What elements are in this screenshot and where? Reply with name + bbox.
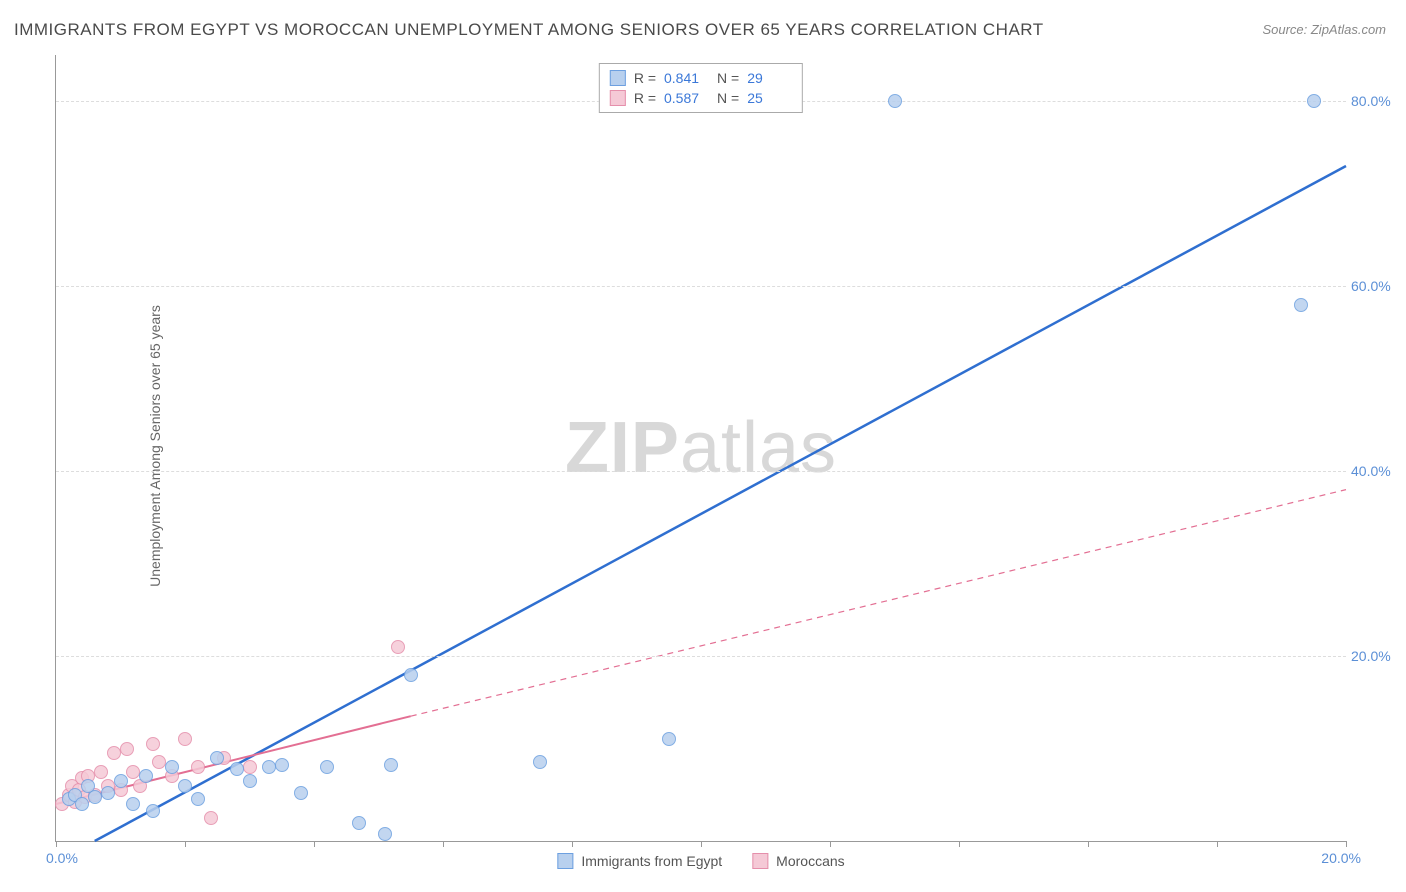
data-point bbox=[165, 760, 179, 774]
data-point bbox=[1307, 94, 1321, 108]
data-point bbox=[1294, 298, 1308, 312]
x-tick bbox=[572, 841, 573, 847]
x-tick bbox=[1088, 841, 1089, 847]
legend-swatch-pink bbox=[610, 90, 626, 106]
x-tick bbox=[56, 841, 57, 847]
data-point bbox=[294, 786, 308, 800]
data-point bbox=[94, 765, 108, 779]
data-point bbox=[378, 827, 392, 841]
x-tick bbox=[1217, 841, 1218, 847]
gridline bbox=[56, 656, 1346, 657]
data-point bbox=[75, 797, 89, 811]
y-tick-label: 80.0% bbox=[1351, 93, 1401, 109]
x-tick bbox=[1346, 841, 1347, 847]
trend-line bbox=[411, 490, 1346, 717]
data-point bbox=[139, 769, 153, 783]
data-point bbox=[152, 755, 166, 769]
r-value-1: 0.841 bbox=[664, 70, 709, 86]
gridline bbox=[56, 286, 1346, 287]
data-point bbox=[146, 737, 160, 751]
x-tick bbox=[959, 841, 960, 847]
n-value-1: 29 bbox=[747, 70, 792, 86]
data-point bbox=[191, 760, 205, 774]
x-tick bbox=[701, 841, 702, 847]
legend-swatch-blue bbox=[610, 70, 626, 86]
x-tick bbox=[314, 841, 315, 847]
r-label: R = bbox=[634, 70, 656, 86]
x-tick bbox=[830, 841, 831, 847]
data-point bbox=[275, 758, 289, 772]
y-tick-label: 20.0% bbox=[1351, 648, 1401, 664]
chart-plot-area: ZIPatlas R = 0.841 N = 29 R = 0.587 N = … bbox=[55, 55, 1346, 842]
legend-swatch-moroccans bbox=[752, 853, 768, 869]
data-point bbox=[191, 792, 205, 806]
data-point bbox=[533, 755, 547, 769]
x-tick bbox=[443, 841, 444, 847]
gridline bbox=[56, 471, 1346, 472]
legend-item-moroccans: Moroccans bbox=[752, 853, 844, 869]
data-point bbox=[204, 811, 218, 825]
chart-title: IMMIGRANTS FROM EGYPT VS MOROCCAN UNEMPL… bbox=[14, 20, 1044, 40]
data-point bbox=[126, 797, 140, 811]
data-point bbox=[352, 816, 366, 830]
y-tick-label: 60.0% bbox=[1351, 278, 1401, 294]
data-point bbox=[88, 790, 102, 804]
r-label: R = bbox=[634, 90, 656, 106]
correlation-row-1: R = 0.841 N = 29 bbox=[610, 68, 792, 88]
data-point bbox=[243, 760, 257, 774]
data-point bbox=[243, 774, 257, 788]
data-point bbox=[101, 786, 115, 800]
trend-line bbox=[95, 166, 1346, 841]
data-point bbox=[230, 762, 244, 776]
data-point bbox=[120, 742, 134, 756]
data-point bbox=[114, 774, 128, 788]
data-point bbox=[126, 765, 140, 779]
correlation-row-2: R = 0.587 N = 25 bbox=[610, 88, 792, 108]
n-label: N = bbox=[717, 70, 739, 86]
data-point bbox=[888, 94, 902, 108]
data-point bbox=[178, 779, 192, 793]
y-tick-label: 40.0% bbox=[1351, 463, 1401, 479]
legend-item-egypt: Immigrants from Egypt bbox=[557, 853, 722, 869]
x-tick bbox=[185, 841, 186, 847]
legend-label-egypt: Immigrants from Egypt bbox=[581, 853, 722, 869]
data-point bbox=[146, 804, 160, 818]
correlation-legend: R = 0.841 N = 29 R = 0.587 N = 25 bbox=[599, 63, 803, 113]
legend-swatch-egypt bbox=[557, 853, 573, 869]
source-attribution: Source: ZipAtlas.com bbox=[1262, 22, 1386, 37]
data-point bbox=[404, 668, 418, 682]
data-point bbox=[384, 758, 398, 772]
n-label: N = bbox=[717, 90, 739, 106]
legend-label-moroccans: Moroccans bbox=[776, 853, 844, 869]
x-axis-min-label: 0.0% bbox=[46, 850, 78, 866]
data-point bbox=[262, 760, 276, 774]
r-value-2: 0.587 bbox=[664, 90, 709, 106]
data-point bbox=[107, 746, 121, 760]
data-point bbox=[178, 732, 192, 746]
data-point bbox=[320, 760, 334, 774]
data-point bbox=[210, 751, 224, 765]
n-value-2: 25 bbox=[747, 90, 792, 106]
data-point bbox=[391, 640, 405, 654]
x-axis-max-label: 20.0% bbox=[1321, 850, 1361, 866]
trend-lines-layer bbox=[56, 55, 1346, 841]
data-point bbox=[662, 732, 676, 746]
series-legend: Immigrants from Egypt Moroccans bbox=[557, 853, 844, 869]
